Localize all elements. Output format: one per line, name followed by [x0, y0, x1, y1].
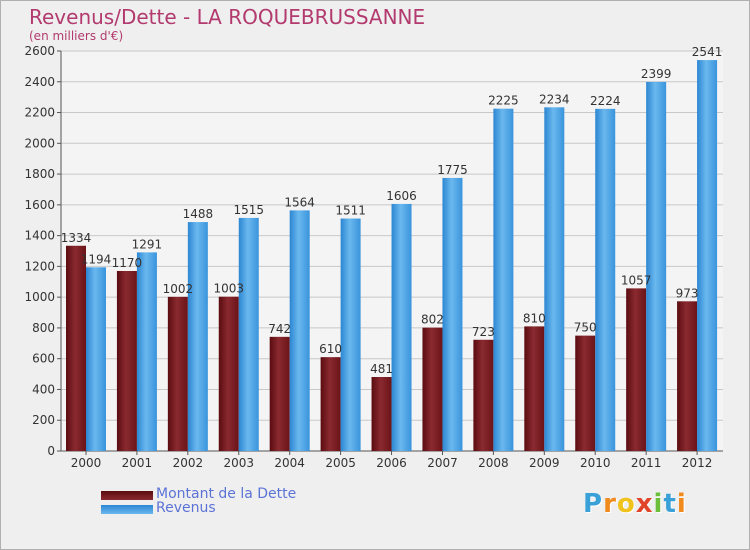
value-label-dette: 810	[523, 311, 546, 325]
logo-letter: o	[616, 489, 636, 519]
x-tick-label: 2005	[325, 456, 356, 470]
bar-dette	[371, 377, 392, 451]
x-tick-label: 2010	[580, 456, 611, 470]
bar-dette	[677, 301, 698, 451]
bar-dette	[473, 339, 494, 451]
legend-label-dette: Montant de la Dette	[156, 486, 297, 502]
value-label-revenus: 1511	[335, 204, 366, 218]
value-label-dette: 1170	[112, 256, 143, 270]
x-tick-label: 2008	[478, 456, 509, 470]
value-label-revenus: 1488	[183, 207, 214, 221]
y-tick-label: 200	[32, 413, 55, 427]
y-tick-label: 2200	[24, 106, 55, 120]
logo-letter: t	[663, 489, 677, 519]
chart-subtitle: (en milliers d'€)	[29, 29, 124, 43]
bar-dette	[116, 271, 137, 451]
bar-dette	[66, 245, 86, 451]
value-label-revenus: 1194	[81, 252, 112, 266]
bar-dette	[269, 336, 290, 451]
value-label-dette: 723	[472, 325, 495, 339]
legend-label-revenus: Revenus	[156, 500, 216, 516]
value-label-dette: 481	[370, 362, 393, 376]
bar-dette	[626, 288, 647, 451]
bar-revenus	[544, 107, 565, 452]
bar-revenus	[493, 108, 514, 451]
y-tick-label: 1600	[24, 198, 55, 212]
value-label-dette: 742	[268, 322, 291, 336]
y-tick-label: 0	[47, 444, 55, 458]
y-tick-label: 1800	[24, 167, 55, 181]
bar-dette	[320, 357, 341, 451]
logo-letter: i	[676, 489, 687, 519]
bar-revenus	[238, 217, 259, 451]
x-tick-label: 2001	[122, 456, 153, 470]
legend-swatch-dette	[101, 491, 153, 500]
value-label-revenus: 2224	[590, 94, 621, 108]
bar-revenus	[595, 108, 616, 451]
y-tick-label: 600	[32, 352, 55, 366]
proxiti-logo: Proxiti	[583, 489, 687, 519]
y-tick-label: 2600	[24, 44, 55, 58]
logo-letter: i	[653, 489, 664, 519]
y-tick-label: 800	[32, 321, 55, 335]
value-label-revenus: 1606	[386, 189, 417, 203]
value-label-dette: 1002	[163, 282, 194, 296]
value-label-revenus: 1515	[233, 203, 264, 217]
x-tick-label: 2000	[71, 456, 102, 470]
bar-revenus	[646, 81, 667, 451]
bar-dette	[167, 296, 188, 451]
x-tick-label: 2003	[223, 456, 254, 470]
bar-revenus	[697, 60, 718, 451]
value-label-revenus: 2234	[539, 92, 570, 106]
value-label-revenus: 2225	[488, 94, 519, 108]
bar-revenus	[187, 222, 208, 451]
value-label-dette: 1003	[213, 282, 244, 296]
bar-dette	[575, 335, 596, 451]
bar-revenus	[136, 252, 157, 451]
chart-title: Revenus/Dette - LA ROQUEBRUSSANNE	[29, 5, 426, 29]
x-tick-label: 2007	[427, 456, 458, 470]
bar-revenus	[86, 267, 106, 451]
x-tick-label: 2002	[173, 456, 204, 470]
bar-revenus	[391, 203, 412, 451]
x-tick-label: 2011	[631, 456, 662, 470]
bar-revenus	[289, 210, 310, 451]
y-tick-label: 1400	[24, 229, 55, 243]
y-tick-label: 2400	[24, 75, 55, 89]
value-label-dette: 802	[421, 313, 444, 327]
x-tick-label: 2006	[376, 456, 407, 470]
x-tick-label: 2012	[682, 456, 713, 470]
legend-swatch-revenus	[101, 505, 153, 514]
y-tick-label: 400	[32, 382, 55, 396]
y-tick-label: 1200	[24, 259, 55, 273]
bar-revenus	[442, 177, 463, 451]
value-label-revenus: 1775	[437, 163, 468, 177]
logo-letter: P	[583, 489, 604, 519]
logo-letter: x	[635, 489, 654, 519]
value-label-revenus: 2399	[641, 67, 672, 81]
value-label-dette: 1057	[621, 273, 652, 287]
logo-letter: r	[603, 489, 617, 519]
bar-dette	[422, 327, 443, 451]
x-tick-label: 2004	[274, 456, 305, 470]
y-tick-label: 2000	[24, 136, 55, 150]
y-tick-label: 1000	[24, 290, 55, 304]
bar-revenus	[340, 218, 361, 451]
bar-dette	[218, 296, 239, 451]
value-label-revenus: 1564	[284, 195, 315, 209]
value-label-revenus: 1291	[132, 237, 163, 251]
bar-dette	[524, 326, 545, 451]
value-label-dette: 610	[319, 342, 342, 356]
value-label-dette: 750	[574, 321, 597, 335]
value-label-revenus: 2541	[692, 45, 723, 59]
value-label-dette: 973	[676, 286, 699, 300]
value-label-dette: 1334	[61, 231, 92, 245]
x-tick-label: 2009	[529, 456, 560, 470]
